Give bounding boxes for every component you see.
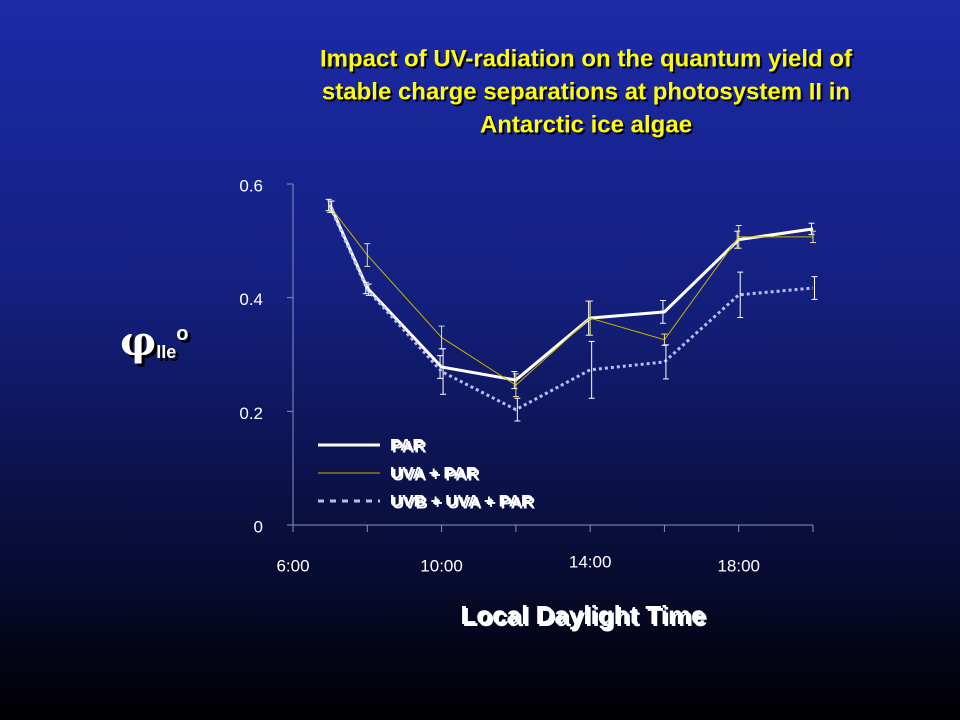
- y-axis-label-shadow: φIIeo: [123, 321, 191, 368]
- error-bar: [659, 300, 666, 324]
- error-bar: [438, 325, 445, 350]
- error-bar: [588, 340, 595, 399]
- y-label-symbol: φ: [123, 321, 159, 368]
- y-label-subscript: IIe: [156, 342, 176, 362]
- y-label-subscript: IIe: [159, 345, 179, 365]
- error-bar: [662, 344, 669, 380]
- y-tick-label: 0.4: [239, 290, 263, 309]
- legend-label-shadow: UVB + UVA + PAR: [392, 493, 535, 512]
- legend-label: UVB + UVA + PAR: [390, 491, 533, 510]
- error-bar: [811, 276, 818, 300]
- error-bar: [661, 333, 668, 346]
- error-bar: [437, 355, 444, 379]
- y-tick-label: 0.2: [239, 404, 263, 423]
- y-label-superscript: o: [176, 323, 188, 345]
- error-bar: [512, 373, 519, 398]
- chart-title: stable charge separations at photosystem…: [322, 78, 850, 105]
- legend-label: UVA + PAR: [390, 463, 478, 482]
- error-bar: [365, 283, 372, 296]
- error-bar: [514, 397, 521, 422]
- y-label-superscript: o: [179, 326, 191, 348]
- chart-title-shadow: stable charge separations at photosystem…: [324, 80, 852, 107]
- series-line: [328, 206, 814, 412]
- error-bar: [735, 224, 742, 249]
- chart-title: Impact of UV-radiation on the quantum yi…: [320, 45, 853, 72]
- chart-title: Antarctic ice algae: [480, 111, 692, 138]
- series-line: [329, 206, 813, 386]
- error-bar: [440, 348, 447, 395]
- y-tick-label: 0: [254, 517, 263, 536]
- legend-label: PAR: [390, 435, 425, 454]
- y-axis-label: φIIeo: [120, 318, 188, 365]
- error-bar: [587, 300, 594, 336]
- series-line: [328, 204, 814, 382]
- error-bar: [737, 271, 744, 319]
- x-tick-label: 10:00: [420, 556, 463, 575]
- x-tick-label: 14:00: [569, 552, 612, 571]
- legend-label-shadow: PAR: [392, 437, 427, 456]
- x-axis-label: Local Daylight Time: [460, 600, 705, 630]
- y-tick-label: 0.6: [239, 176, 263, 195]
- chart-title-shadow: Impact of UV-radiation on the quantum yi…: [322, 47, 855, 74]
- chart-title-shadow: Antarctic ice algae: [482, 113, 694, 140]
- x-tick-label: 6:00: [276, 556, 309, 575]
- legend-label-shadow: UVA + PAR: [392, 465, 480, 484]
- error-bar: [364, 243, 371, 267]
- y-label-symbol: φ: [120, 318, 156, 365]
- error-bar: [328, 200, 335, 213]
- x-tick-label: 18:00: [717, 556, 760, 575]
- error-bar: [810, 230, 816, 244]
- x-axis-label-shadow: Local Daylight Time: [462, 602, 707, 632]
